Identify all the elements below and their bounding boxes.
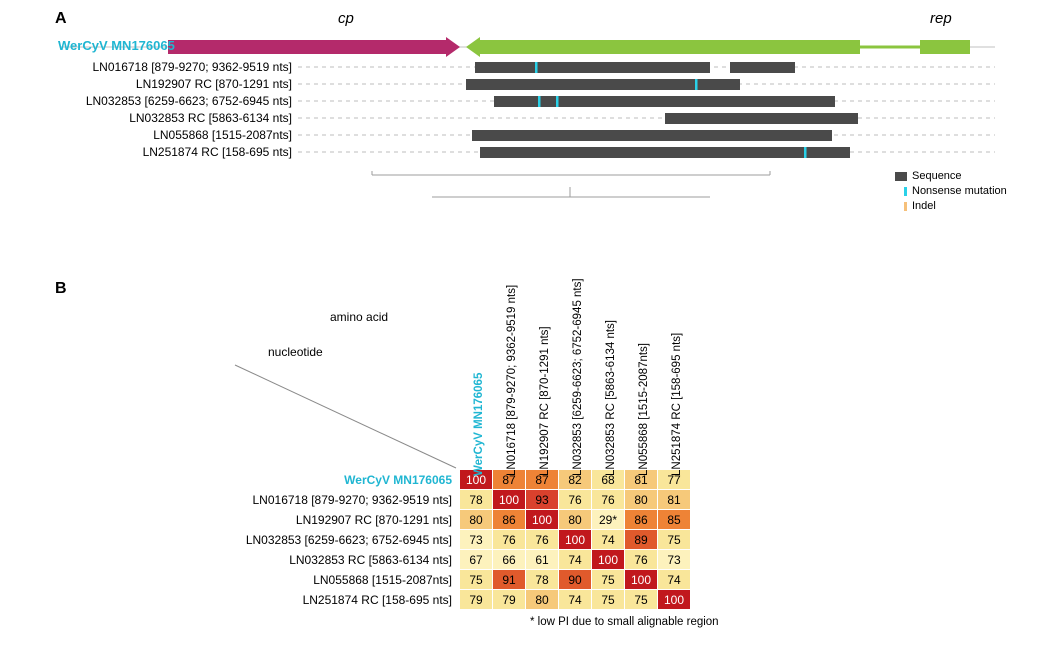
legend-label: Sequence <box>912 170 962 182</box>
axis-label-nt: nucleotide <box>268 345 323 359</box>
legend-swatch <box>904 202 907 211</box>
heatmap-cell: 100 <box>658 590 690 609</box>
heatmap-cell: 74 <box>592 530 624 549</box>
heatmap-cell: 76 <box>625 550 657 569</box>
heatmap-cell: 100 <box>493 490 525 509</box>
panel-a-row-label: LN032853 [6259-6623; 6752-6945 nts] <box>50 94 292 108</box>
heatmap-cell: 76 <box>493 530 525 549</box>
heatmap-col-label: LN055868 [1515-2087nts] <box>638 343 650 476</box>
legend-item: Indel <box>895 200 1007 212</box>
panel-a-row-label: LN055868 [1515-2087nts] <box>50 128 292 142</box>
heatmap-cell: 89 <box>625 530 657 549</box>
panel-a-row-label: LN032853 RC [5863-6134 nts] <box>50 111 292 125</box>
heatmap-cell: 76 <box>526 530 558 549</box>
heatmap-cell: 74 <box>559 550 591 569</box>
cp-arrow <box>168 37 460 57</box>
heatmap-row-label: LN055868 [1515-2087nts] <box>160 573 452 587</box>
heatmap-cell: 100 <box>592 550 624 569</box>
heatmap-cell: 73 <box>658 550 690 569</box>
axis-label-aa: amino acid <box>330 310 388 324</box>
legend-swatch <box>904 187 907 196</box>
heatmap-cell: 93 <box>526 490 558 509</box>
legend: Sequence Nonsense mutation Indel <box>895 170 1007 215</box>
heatmap-col-label: LN032853 RC [5863-6134 nts] <box>605 320 617 476</box>
heatmap-cell: 74 <box>658 570 690 589</box>
heatmap-col-label: WerCyV MN176065 <box>473 373 485 476</box>
heatmap-cell: 73 <box>460 530 492 549</box>
heatmap-cell: 78 <box>460 490 492 509</box>
legend-swatch <box>895 172 907 181</box>
heatmap-col-label: LN032853 [6259-6623; 6752-6945 nts] <box>572 278 584 476</box>
panel-a-row-label: LN192907 RC [870-1291 nts] <box>50 77 292 91</box>
heatmap-cell: 81 <box>658 490 690 509</box>
heatmap-cell: 76 <box>559 490 591 509</box>
heatmap-cell: 80 <box>526 590 558 609</box>
diagonal-line <box>235 365 456 468</box>
heatmap-row-label: WerCyV MN176065 <box>160 473 452 487</box>
panel-a-row-label: LN016718 [879-9270; 9362-9519 nts] <box>50 60 292 74</box>
heatmap-cell: 75 <box>592 590 624 609</box>
footnote: * low PI due to small alignable region <box>530 616 719 628</box>
heatmap-cell: 86 <box>625 510 657 529</box>
heatmap-row-label: LN032853 RC [5863-6134 nts] <box>160 553 452 567</box>
rep-arrow <box>466 37 970 57</box>
panel-b-label: B <box>55 280 67 298</box>
panel-a-row-label: LN251874 RC [158-695 nts] <box>50 145 292 159</box>
heatmap-cell: 86 <box>493 510 525 529</box>
rows-group <box>298 62 995 158</box>
heatmap-cell: 75 <box>460 570 492 589</box>
heatmap-cell: 85 <box>658 510 690 529</box>
heatmap-cell: 75 <box>625 590 657 609</box>
heatmap-cell: 79 <box>460 590 492 609</box>
scale-bar <box>372 171 770 197</box>
heatmap-row-label: LN251874 RC [158-695 nts] <box>160 593 452 607</box>
heatmap-row-label: LN192907 RC [870-1291 nts] <box>160 513 452 527</box>
heatmap-cell: 29* <box>592 510 624 529</box>
heatmap-row-label: LN032853 [6259-6623; 6752-6945 nts] <box>160 533 452 547</box>
legend-label: Nonsense mutation <box>912 185 1007 197</box>
heatmap-col-label: LN016718 [879-9270; 9362-9519 nts] <box>506 285 518 476</box>
heatmap-cell: 80 <box>559 510 591 529</box>
heatmap-cell: 75 <box>658 530 690 549</box>
legend-item: Nonsense mutation <box>895 185 1007 197</box>
heatmap-col-label: LN192907 RC [870-1291 nts] <box>539 326 551 476</box>
reference-label: WerCyV MN176065 <box>58 38 178 53</box>
heatmap-cell: 80 <box>625 490 657 509</box>
heatmap-cell: 74 <box>559 590 591 609</box>
heatmap-cell: 79 <box>493 590 525 609</box>
legend-label: Indel <box>912 200 936 212</box>
heatmap-cell: 61 <box>526 550 558 569</box>
heatmap-cell: 78 <box>526 570 558 589</box>
heatmap-cell: 67 <box>460 550 492 569</box>
heatmap-cell: 100 <box>625 570 657 589</box>
heatmap-cell: 76 <box>592 490 624 509</box>
heatmap-cell: 75 <box>592 570 624 589</box>
heatmap-cell: 100 <box>559 530 591 549</box>
heatmap-cell: 66 <box>493 550 525 569</box>
heatmap-row-label: LN016718 [879-9270; 9362-9519 nts] <box>160 493 452 507</box>
heatmap-cell: 100 <box>526 510 558 529</box>
heatmap-col-label: LN251874 RC [158-695 nts] <box>671 333 683 476</box>
legend-item: Sequence <box>895 170 1007 182</box>
heatmap-cell: 90 <box>559 570 591 589</box>
heatmap-cell: 91 <box>493 570 525 589</box>
heatmap-cell: 80 <box>460 510 492 529</box>
